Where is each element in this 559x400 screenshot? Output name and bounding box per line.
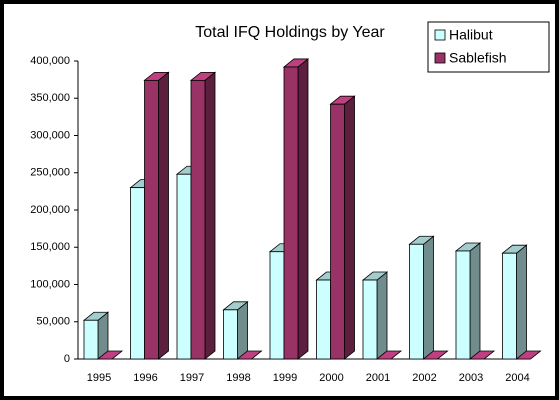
bar-front — [316, 279, 331, 360]
bar-side — [376, 271, 388, 360]
bar — [96, 350, 124, 360]
y-tick-label: 250,000 — [30, 167, 70, 179]
bar-front — [269, 251, 285, 360]
bar — [515, 350, 542, 360]
bar-top — [96, 350, 124, 360]
bar-front — [362, 279, 378, 360]
bar-side — [516, 244, 527, 360]
bar — [143, 71, 170, 360]
x-tick-label: 2003 — [459, 372, 483, 384]
bar — [375, 350, 403, 360]
bar-top — [375, 350, 403, 360]
y-tick-label: 300,000 — [30, 129, 70, 141]
bar — [361, 271, 389, 360]
legend-label: Sablefish — [449, 50, 507, 66]
bar-front — [130, 187, 145, 360]
bar-front — [330, 103, 345, 360]
bar-side — [158, 71, 169, 360]
legend-swatch — [434, 29, 446, 41]
y-tick-label: 0 — [64, 353, 70, 365]
bar-side — [469, 242, 481, 360]
bar-side — [204, 71, 216, 360]
x-tick-label: 1997 — [180, 372, 204, 384]
x-tick-label: 1999 — [273, 372, 297, 384]
bar — [282, 58, 310, 360]
bar — [422, 350, 449, 360]
x-tick-label: 2002 — [412, 372, 436, 384]
bar-front — [83, 319, 99, 360]
bar-front — [283, 66, 299, 360]
bar-side — [297, 58, 309, 360]
bar — [408, 235, 435, 360]
y-tick-label: 350,000 — [30, 92, 70, 104]
bar — [468, 350, 496, 360]
bar-front — [176, 173, 192, 360]
legend — [427, 21, 550, 73]
bar — [501, 244, 528, 360]
bar-side — [237, 300, 248, 360]
bar-top — [515, 350, 542, 360]
y-tick-label: 100,000 — [30, 278, 70, 290]
y-tick-label: 400,000 — [30, 55, 70, 67]
x-tick-label: 1998 — [226, 372, 250, 384]
bar-top — [236, 350, 263, 360]
bar-front — [455, 250, 471, 360]
bar — [82, 311, 110, 360]
bar-side — [423, 235, 434, 360]
x-tick-label: 2004 — [505, 372, 529, 384]
x-tick-label: 2000 — [319, 372, 343, 384]
x-tick-label: 1996 — [133, 372, 157, 384]
bar-side — [344, 95, 355, 360]
bar-top — [468, 350, 496, 360]
bar — [222, 300, 249, 360]
bar-top — [422, 350, 449, 360]
bar-front — [409, 243, 424, 360]
bar — [236, 350, 263, 360]
x-tick-label: 1995 — [87, 372, 111, 384]
bar — [329, 95, 356, 360]
bar-front — [502, 252, 517, 360]
x-tick-label: 2001 — [366, 372, 390, 384]
bar — [454, 242, 482, 360]
legend-label: Halibut — [449, 27, 493, 43]
bar — [189, 71, 217, 360]
legend-swatch — [434, 52, 446, 64]
y-tick-label: 150,000 — [30, 241, 70, 253]
bar-front — [190, 79, 206, 360]
bar-front — [223, 309, 238, 360]
chart-title: Total IFQ Holdings by Year — [195, 24, 385, 41]
bar-front — [144, 79, 159, 360]
y-tick-label: 50,000 — [36, 316, 70, 328]
y-tick-label: 200,000 — [30, 204, 70, 216]
